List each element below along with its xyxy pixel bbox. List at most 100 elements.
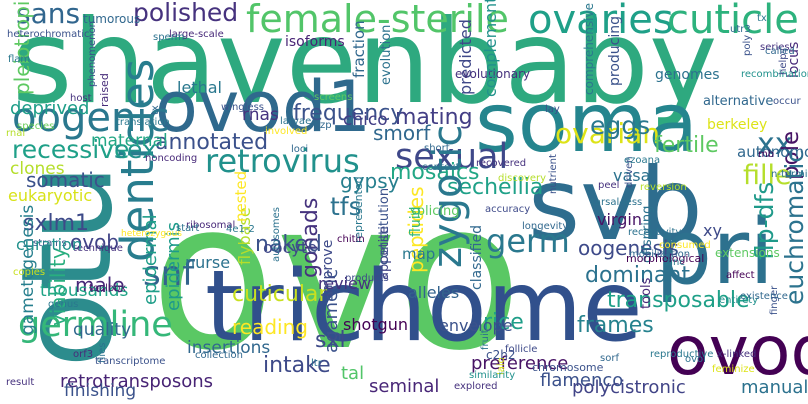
word-soma: soma	[475, 76, 699, 171]
word-improve: improve	[320, 239, 336, 297]
word-recombination: recombination	[741, 69, 808, 80]
word-thousands: thousands	[40, 281, 129, 301]
word-translation: translation	[116, 117, 170, 128]
word-polished: polished	[133, 0, 239, 27]
word-wingless: wingless	[221, 102, 264, 113]
word-mb: mb	[758, 149, 775, 160]
word-series: series	[760, 42, 790, 53]
word-noncoding: noncoding	[145, 153, 198, 164]
word-snf: snf	[143, 254, 195, 294]
word-ovod: ovod	[667, 312, 808, 391]
word-constitution: constitution	[377, 187, 392, 265]
word-trichome: trichome	[205, 250, 643, 364]
word-c2h2: c2h2	[486, 348, 516, 362]
word-virgin: virgin	[597, 210, 642, 229]
word-evolutionary: evolutionary	[455, 67, 531, 81]
word-complementation: complementation	[481, 0, 500, 97]
word-eukaryotic: eukaryotic	[8, 186, 93, 205]
word-toolbox: toolbox	[89, 283, 127, 294]
word-phenomenon: phenomenon	[87, 21, 98, 87]
word-genus: genus	[48, 299, 79, 310]
word-cuticle: cuticle	[667, 0, 799, 43]
word-maternal: maternal	[91, 131, 168, 151]
word-tx: tx	[757, 13, 767, 24]
word-fluid: fluid	[408, 206, 424, 237]
word-frames: frames	[577, 313, 654, 338]
word-species: species	[17, 121, 55, 132]
word-annotated: annotated	[155, 130, 269, 155]
word-xx: xx	[757, 127, 793, 162]
word-involved: involved	[265, 126, 308, 137]
word-fertile: fertile	[654, 133, 719, 158]
word-shavenbaby: shavenbaby	[12, 0, 718, 130]
word-intake: intake	[263, 353, 331, 378]
word-affect: affect	[726, 270, 755, 281]
word-isoforms: isoforms	[285, 34, 345, 50]
word-collection: collection	[195, 350, 243, 361]
word-preference: preference	[471, 353, 569, 374]
word-eggs: eggs	[590, 111, 651, 140]
word-dominant: dominant	[585, 263, 690, 288]
word-host: host	[70, 93, 92, 104]
word-receptivity: receptivity	[628, 227, 682, 238]
word-tx: tx	[150, 105, 161, 115]
word-ovol: ovol	[685, 354, 706, 365]
word-products: products	[345, 273, 389, 284]
word-seminal: seminal	[369, 376, 440, 397]
word-entirety: entirety	[719, 295, 759, 306]
word-result: result	[6, 377, 35, 388]
word-fraction: fraction	[350, 20, 368, 78]
word-orf3: orf3	[73, 349, 94, 360]
word-follicle: follicle	[505, 344, 538, 355]
word-evolution: evolution	[379, 24, 394, 85]
word-oogenesis: oogenesis	[578, 236, 679, 260]
word-comprehensive: comprehensive	[582, 3, 596, 95]
word-tarsal-less: tarsal-less	[591, 197, 643, 208]
word-germline: germline	[18, 305, 173, 345]
word-berkeley: berkeley	[707, 117, 768, 133]
word-chromosome: chromosome	[532, 361, 604, 374]
word-short: short	[424, 143, 450, 154]
word-recessive: recessive	[12, 135, 130, 164]
word-tal: tal	[341, 363, 365, 384]
word-reversion: reversion	[640, 182, 687, 193]
word-finishing: finishing	[64, 381, 137, 401]
word-ezoana: ezoana	[624, 155, 661, 166]
word-epidermal: epidermal	[140, 214, 161, 305]
word-alleles: alleles	[408, 283, 460, 302]
word-existence: existence	[740, 291, 788, 302]
word-deprived: deprived	[10, 98, 90, 119]
word-chitin: chitin	[337, 234, 365, 245]
word-oocyte: oocyte	[263, 238, 317, 257]
word-germ: germ	[486, 222, 570, 260]
word-mobilization: mobilization	[629, 249, 691, 260]
word-autonomous: autonomous	[737, 143, 808, 161]
word-recovered: recovered	[476, 158, 527, 169]
word-tfs: tfs	[330, 192, 362, 221]
word-ovarian: ovarian	[555, 117, 661, 150]
word-n-termini: n-termini	[771, 169, 808, 180]
word-rice: rice	[483, 310, 524, 335]
word-peel: peel	[598, 180, 620, 191]
word-sexual: sexual	[395, 137, 509, 177]
word-female-sterile: female-sterile	[246, 0, 509, 41]
word-lay: lay	[545, 104, 560, 115]
word-tools: tools	[639, 277, 654, 309]
word-transcriptome: transcriptome	[95, 356, 166, 367]
word-sxlm1: sxlm1	[23, 211, 90, 236]
word-xy: xy	[703, 221, 722, 240]
word-somatic: somatic	[26, 168, 105, 192]
word-start: start	[176, 223, 200, 234]
word-ovo: ovo	[150, 158, 523, 396]
word-reading: reading	[232, 315, 308, 339]
word-genomes: genomes	[655, 67, 720, 83]
word-lethal: lethal	[177, 78, 222, 97]
word-map: map	[402, 245, 436, 263]
word-splicing: splicing	[410, 204, 460, 219]
word-alternative: alternative	[703, 94, 774, 109]
word-poly: poly	[742, 34, 753, 56]
word-chico: chico	[343, 110, 388, 130]
word-rnas: rnas	[242, 105, 279, 125]
word-sorf: sorf	[600, 353, 619, 364]
